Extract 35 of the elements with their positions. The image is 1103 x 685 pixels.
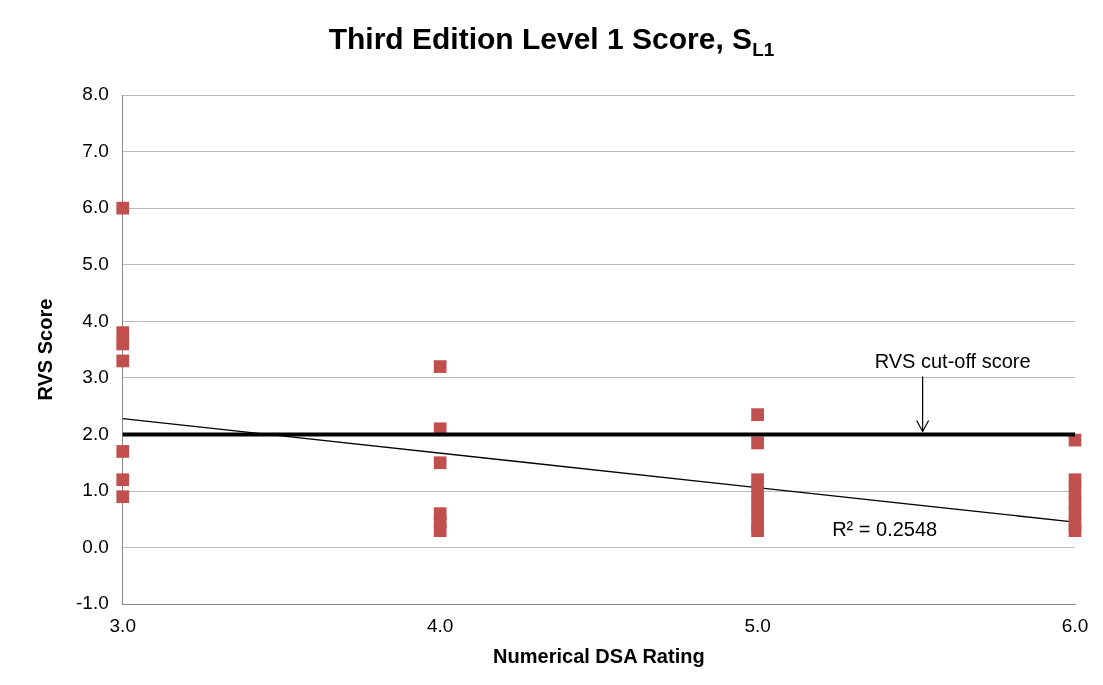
y-tick-label: 2.0 xyxy=(82,422,109,444)
point xyxy=(751,524,764,538)
point xyxy=(116,201,130,215)
y-tick-label: -1.0 xyxy=(75,592,109,614)
y-axis-title: RVS Score xyxy=(33,298,56,401)
point xyxy=(116,337,130,351)
y-tick-label: 1.0 xyxy=(82,479,109,501)
y-tick-label: 7.0 xyxy=(82,139,109,161)
point xyxy=(116,490,130,504)
annotation: R² = 0.2548 xyxy=(832,517,938,540)
y-tick-label: 4.0 xyxy=(82,309,109,331)
point xyxy=(116,354,130,368)
x-tick-label: 6.0 xyxy=(1061,614,1089,636)
y-tick-label: 5.0 xyxy=(82,252,109,274)
x-tick-label: 4.0 xyxy=(426,614,454,636)
point xyxy=(433,360,447,373)
x-tick-label: 3.0 xyxy=(109,614,136,636)
x-tick-label: 5.0 xyxy=(744,614,771,636)
point xyxy=(116,473,130,487)
point xyxy=(433,524,447,538)
y-tick-label: 3.0 xyxy=(82,366,109,388)
point xyxy=(751,436,764,450)
point xyxy=(116,445,130,458)
point xyxy=(1068,524,1082,538)
x-axis-title: Numerical DSA Rating xyxy=(493,644,705,667)
point xyxy=(433,456,447,470)
point xyxy=(116,326,130,339)
ref-line-label: RVS cut-off score xyxy=(874,349,1031,372)
point xyxy=(751,507,764,521)
point xyxy=(751,408,764,422)
y-tick-label: 8.0 xyxy=(82,83,109,105)
y-tick-label: 6.0 xyxy=(82,196,109,218)
y-tick-label: 0.0 xyxy=(82,535,109,557)
point xyxy=(751,473,764,487)
chart-title: Third Edition Level 1 Score, S$_{L1}$ xyxy=(327,22,776,61)
